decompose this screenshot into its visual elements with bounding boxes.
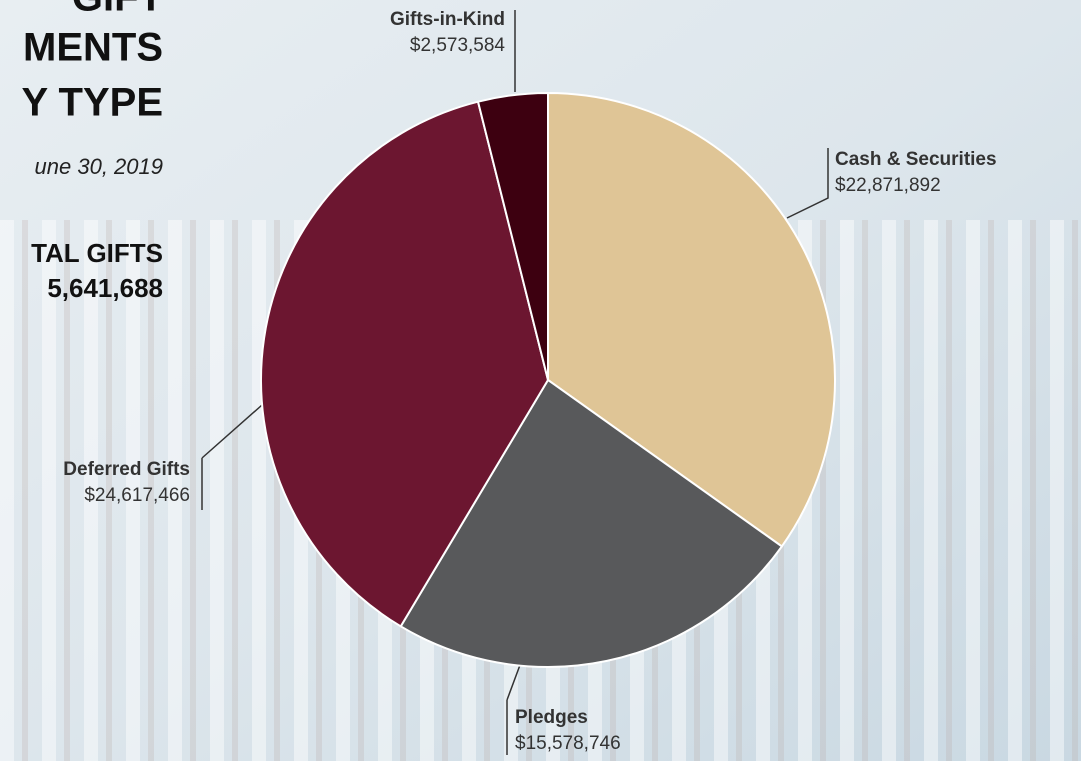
slice-value: $22,871,892 (835, 175, 941, 196)
slice-value: $24,617,466 (84, 485, 190, 506)
title-line: Y TYPE (21, 81, 163, 125)
slice-label: Cash & Securities (835, 149, 997, 170)
pie-slice (260, 100, 550, 628)
pie-slice (547, 91, 836, 548)
leader-line (506, 664, 521, 755)
subtitle: une 30, 2019 (35, 154, 163, 179)
slice-label: Pledges (515, 707, 588, 728)
slice-value: $15,578,746 (515, 733, 621, 754)
pie-slice (476, 91, 549, 381)
slice-value: $2,573,584 (410, 35, 506, 56)
title-line: MENTS (23, 26, 163, 70)
total-label: TAL GIFTS (31, 238, 163, 268)
slice-label: Deferred Gifts (63, 459, 190, 480)
title-line: GIFT (72, 0, 163, 20)
leader-line (201, 404, 263, 510)
total-value: 5,641,688 (47, 273, 163, 303)
slice-label: Gifts-in-Kind (390, 9, 505, 30)
leader-line (786, 148, 829, 219)
pie-slice (399, 378, 784, 668)
